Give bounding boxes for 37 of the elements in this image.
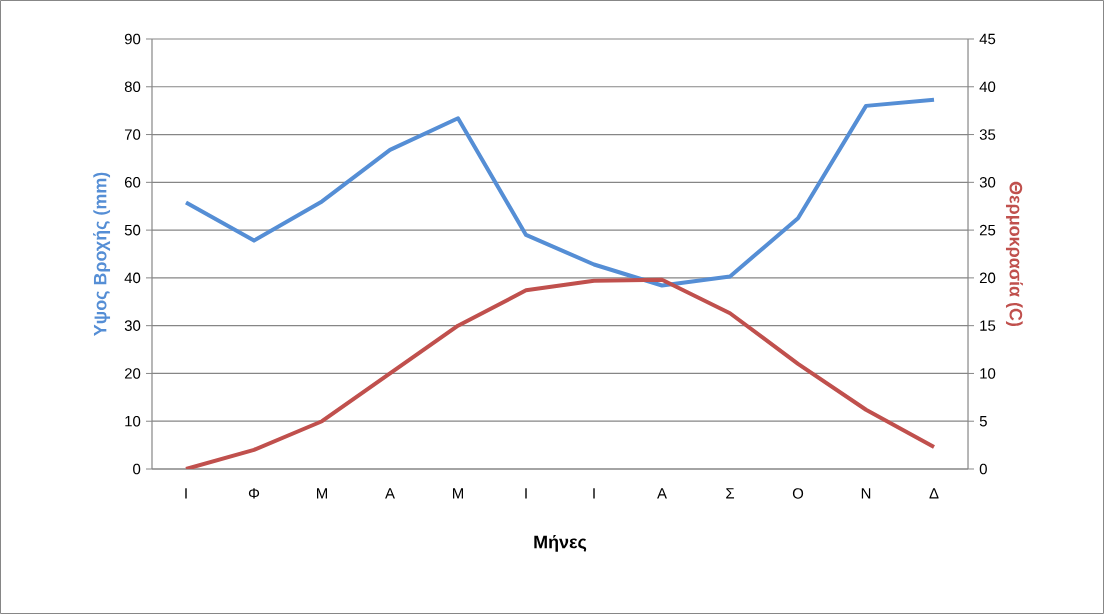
y-tick-label: 40	[124, 272, 141, 284]
x-tick-label: Ι	[593, 488, 595, 499]
y2-tick-label: 30	[979, 177, 996, 188]
x-tick-label: Α	[385, 488, 395, 499]
y-tick-label: 0	[133, 463, 141, 475]
x-tick-label: Ι	[525, 488, 527, 499]
x-tick-label: Ν	[861, 488, 871, 499]
y2-tick-label: 10	[980, 368, 996, 379]
x-tick-label: Ι	[185, 488, 187, 499]
y2-axis-title: Θερμοκρασία (C)	[1005, 181, 1023, 326]
line-series	[184, 97, 937, 288]
x-axis-title: Μήνες	[534, 534, 587, 552]
x-tick-label: Φ	[248, 488, 260, 499]
y-tick-label: 60	[124, 177, 141, 188]
x-tick-label: Α	[657, 488, 667, 499]
y-tick-label: 90	[124, 33, 141, 45]
y-tick-label: 70	[124, 129, 141, 140]
y-tick-label: 50	[124, 224, 141, 236]
x-tick-label: Σ	[726, 488, 735, 499]
y2-tick-label: 25	[979, 224, 996, 236]
x-tick-label: Μ	[317, 488, 327, 499]
x-tick-label: Δ	[929, 488, 939, 499]
y-tick-label: 10	[125, 415, 141, 427]
x-tick-label: Μ	[453, 488, 463, 499]
y2-tick-label: 45	[979, 33, 996, 45]
y-tick-label: 30	[124, 320, 141, 331]
y2-tick-label: 0	[979, 463, 987, 475]
x-tick-label: Ο	[792, 488, 804, 499]
line-series	[184, 277, 937, 469]
y2-tick-label: 15	[980, 320, 996, 331]
y-tick-label: 20	[124, 368, 141, 379]
y2-tick-label: 40	[979, 81, 996, 93]
y2-tick-label: 35	[979, 129, 996, 140]
y2-tick-label: 20	[979, 272, 996, 284]
y-tick-label: 80	[124, 81, 141, 93]
y-axis-title: Υψος Βροχής (mm)	[93, 172, 111, 336]
y2-tick-label: 5	[979, 416, 987, 427]
